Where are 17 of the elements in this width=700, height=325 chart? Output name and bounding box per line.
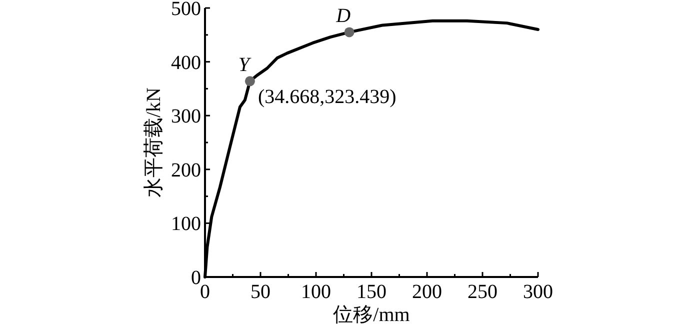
x-tick-label: 200	[412, 281, 442, 303]
y-axis-title: 水平荷载/kN	[143, 88, 165, 198]
x-tick-label: 250	[468, 281, 498, 303]
x-tick-label: 150	[356, 281, 386, 303]
y-tick-label: 0	[191, 267, 201, 289]
y-tick-label: 100	[171, 213, 201, 236]
x-tick-label: 100	[301, 281, 331, 303]
x-tick-label: 300	[523, 281, 553, 303]
x-tick-label: 50	[250, 281, 270, 303]
y-tick-label: 300	[171, 106, 201, 128]
y-tick-label: 200	[171, 159, 201, 182]
x-axis-title: 位移/mm	[333, 304, 410, 325]
annotation: D	[336, 5, 351, 28]
annotation: Y	[238, 54, 250, 76]
y-tick-label: 400	[171, 52, 201, 74]
annotation: (34.668,323.439)	[258, 86, 396, 108]
y-tick-label: 500	[171, 0, 201, 20]
